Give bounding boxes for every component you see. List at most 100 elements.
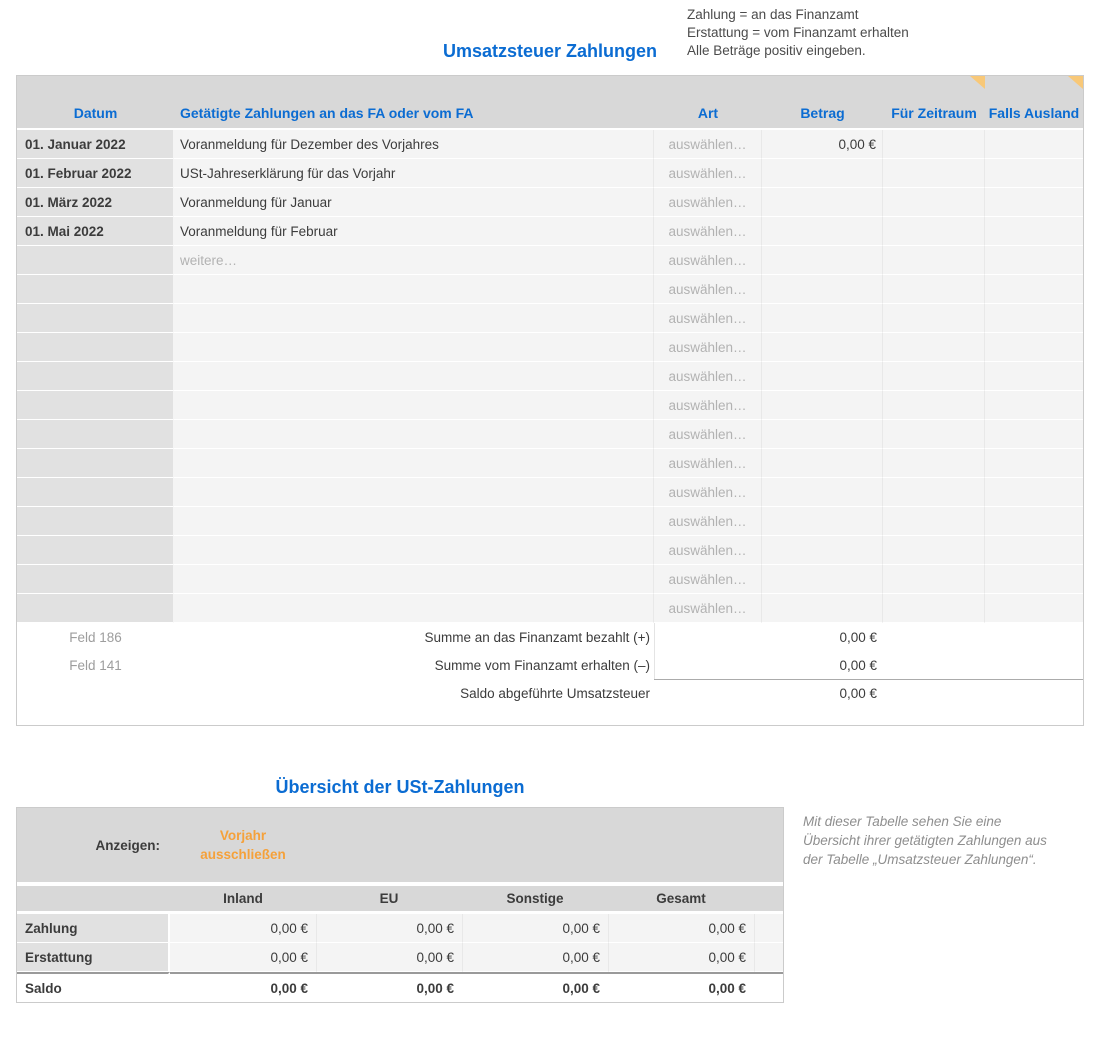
ausland-cell[interactable]: [985, 275, 1083, 304]
ausland-cell[interactable]: [985, 478, 1083, 507]
description-cell[interactable]: [174, 565, 654, 594]
zeitraum-cell[interactable]: [883, 217, 985, 246]
datum-cell[interactable]: [17, 333, 174, 362]
datum-cell[interactable]: 01. März 2022: [17, 188, 174, 217]
datum-cell[interactable]: [17, 449, 174, 478]
zeitraum-cell[interactable]: [883, 159, 985, 188]
datum-cell[interactable]: [17, 420, 174, 449]
datum-cell[interactable]: [17, 565, 174, 594]
betrag-cell[interactable]: [762, 275, 883, 304]
datum-cell[interactable]: [17, 478, 174, 507]
zeitraum-cell[interactable]: [883, 536, 985, 565]
betrag-cell[interactable]: [762, 159, 883, 188]
description-cell[interactable]: [174, 362, 654, 391]
datum-cell[interactable]: 01. Mai 2022: [17, 217, 174, 246]
art-select-cell[interactable]: auswählen…: [654, 130, 762, 159]
description-cell[interactable]: [174, 333, 654, 362]
zeitraum-cell[interactable]: [883, 507, 985, 536]
zeitraum-cell[interactable]: [883, 478, 985, 507]
betrag-cell[interactable]: [762, 217, 883, 246]
description-cell[interactable]: Voranmeldung für Dezember des Vorjahres: [174, 130, 654, 159]
description-cell[interactable]: [174, 536, 654, 565]
description-cell[interactable]: [174, 507, 654, 536]
datum-cell[interactable]: 01. Februar 2022: [17, 159, 174, 188]
datum-cell[interactable]: [17, 507, 174, 536]
art-select-cell[interactable]: auswählen…: [654, 565, 762, 594]
betrag-cell[interactable]: [762, 333, 883, 362]
zeitraum-cell[interactable]: [883, 594, 985, 623]
ausland-cell[interactable]: [985, 391, 1083, 420]
ausland-cell[interactable]: [985, 449, 1083, 478]
betrag-cell[interactable]: [762, 507, 883, 536]
betrag-cell[interactable]: [762, 449, 883, 478]
betrag-cell[interactable]: [762, 478, 883, 507]
art-select-cell[interactable]: auswählen…: [654, 536, 762, 565]
zeitraum-cell[interactable]: [883, 246, 985, 275]
art-select-cell[interactable]: auswählen…: [654, 449, 762, 478]
datum-cell[interactable]: [17, 362, 174, 391]
zeitraum-cell[interactable]: [883, 333, 985, 362]
ausland-cell[interactable]: [985, 594, 1083, 623]
ausland-cell[interactable]: [985, 536, 1083, 565]
zeitraum-cell[interactable]: [883, 420, 985, 449]
art-select-cell[interactable]: auswählen…: [654, 159, 762, 188]
betrag-cell[interactable]: [762, 246, 883, 275]
description-cell[interactable]: [174, 420, 654, 449]
datum-cell[interactable]: 01. Januar 2022: [17, 130, 174, 159]
betrag-cell[interactable]: 0,00 €: [762, 130, 883, 159]
art-select-cell[interactable]: auswählen…: [654, 333, 762, 362]
filter-vorjahr-ausschliessen-button[interactable]: Vorjahr ausschließen: [200, 828, 286, 862]
ausland-cell[interactable]: [985, 507, 1083, 536]
description-cell[interactable]: USt-Jahreserklärung für das Vorjahr: [174, 159, 654, 188]
art-select-cell[interactable]: auswählen…: [654, 594, 762, 623]
description-cell[interactable]: Voranmeldung für Februar: [174, 217, 654, 246]
datum-cell[interactable]: [17, 594, 174, 623]
art-select-cell[interactable]: auswählen…: [654, 478, 762, 507]
art-select-cell[interactable]: auswählen…: [654, 275, 762, 304]
description-cell[interactable]: [174, 304, 654, 333]
zeitraum-cell[interactable]: [883, 188, 985, 217]
datum-cell[interactable]: [17, 275, 174, 304]
art-select-cell[interactable]: auswählen…: [654, 507, 762, 536]
art-select-cell[interactable]: auswählen…: [654, 304, 762, 333]
zeitraum-cell[interactable]: [883, 362, 985, 391]
zeitraum-cell[interactable]: [883, 565, 985, 594]
ausland-cell[interactable]: [985, 246, 1083, 275]
betrag-cell[interactable]: [762, 594, 883, 623]
art-select-cell[interactable]: auswählen…: [654, 362, 762, 391]
betrag-cell[interactable]: [762, 362, 883, 391]
comment-indicator-icon[interactable]: [970, 76, 985, 89]
ausland-cell[interactable]: [985, 130, 1083, 159]
zeitraum-cell[interactable]: [883, 130, 985, 159]
ausland-cell[interactable]: [985, 159, 1083, 188]
comment-indicator-icon[interactable]: [1068, 76, 1083, 89]
description-cell[interactable]: [174, 275, 654, 304]
description-cell[interactable]: Voranmeldung für Januar: [174, 188, 654, 217]
datum-cell[interactable]: [17, 391, 174, 420]
ausland-cell[interactable]: [985, 333, 1083, 362]
art-select-cell[interactable]: auswählen…: [654, 188, 762, 217]
description-cell[interactable]: [174, 391, 654, 420]
betrag-cell[interactable]: [762, 565, 883, 594]
betrag-cell[interactable]: [762, 536, 883, 565]
ausland-cell[interactable]: [985, 420, 1083, 449]
art-select-cell[interactable]: auswählen…: [654, 420, 762, 449]
description-cell[interactable]: [174, 478, 654, 507]
datum-cell[interactable]: [17, 304, 174, 333]
betrag-cell[interactable]: [762, 420, 883, 449]
art-select-cell[interactable]: auswählen…: [654, 391, 762, 420]
datum-cell[interactable]: [17, 536, 174, 565]
zeitraum-cell[interactable]: [883, 449, 985, 478]
betrag-cell[interactable]: [762, 304, 883, 333]
description-cell[interactable]: [174, 449, 654, 478]
ausland-cell[interactable]: [985, 188, 1083, 217]
description-cell[interactable]: weitere…: [174, 246, 654, 275]
description-cell[interactable]: [174, 594, 654, 623]
betrag-cell[interactable]: [762, 391, 883, 420]
art-select-cell[interactable]: auswählen…: [654, 217, 762, 246]
ausland-cell[interactable]: [985, 217, 1083, 246]
art-select-cell[interactable]: auswählen…: [654, 246, 762, 275]
ausland-cell[interactable]: [985, 565, 1083, 594]
ausland-cell[interactable]: [985, 304, 1083, 333]
zeitraum-cell[interactable]: [883, 275, 985, 304]
